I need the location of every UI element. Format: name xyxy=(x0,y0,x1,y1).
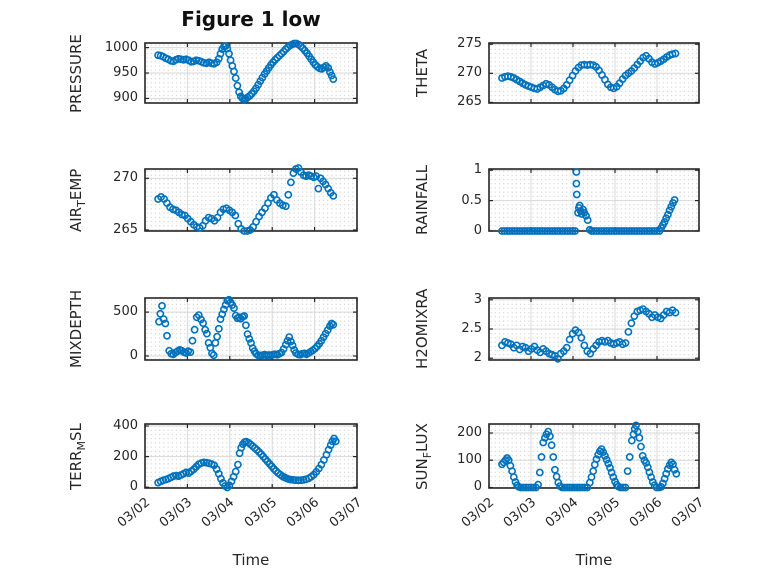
xtick-right-03/02: 03/02 xyxy=(458,495,497,531)
ytick-rainfall-1: 1 xyxy=(473,162,482,178)
ytick-terrmsl-400: 400 xyxy=(113,417,138,433)
ytick-sunflux-200: 200 xyxy=(457,424,482,440)
ytick-h2omixra-2.5: 2.5 xyxy=(461,321,482,336)
ytick-pressure-950: 950 xyxy=(113,65,138,80)
x-axis-label-right: Time xyxy=(575,551,613,569)
xtick-right-03/07: 03/07 xyxy=(668,495,707,531)
subplot-mixdepth-plot xyxy=(144,295,358,361)
ytick-rainfall-0: 0 xyxy=(473,223,482,238)
ytick-rainfall-0.5: 0.5 xyxy=(461,192,482,208)
ytick-mixdepth-0: 0 xyxy=(129,348,138,364)
ylabel-pressure: PRESSURE xyxy=(67,33,85,113)
xtick-left-03/06: 03/06 xyxy=(283,495,323,531)
xtick-right-03/04: 03/04 xyxy=(542,495,581,531)
ytick-pressure-900: 900 xyxy=(113,90,138,106)
x-axis-label-left: Time xyxy=(232,551,270,569)
ytick-pressure-1000: 1000 xyxy=(104,39,138,55)
ylabel-h2omixra: H2OMIXRA xyxy=(413,288,431,369)
xtick-left-03/04: 03/04 xyxy=(199,495,238,531)
xtick-right-03/05: 03/05 xyxy=(584,495,623,531)
subplot-theta-plot xyxy=(488,42,700,104)
xtick-left-03/02: 03/02 xyxy=(114,495,153,531)
ytick-terrmsl-0: 0 xyxy=(129,479,138,495)
xtick-right-03/06: 03/06 xyxy=(626,495,665,531)
ytick-h2omixra-3: 3 xyxy=(473,291,482,307)
ytick-airtemp-265: 265 xyxy=(113,221,138,237)
xtick-left-03/03: 03/03 xyxy=(156,495,196,531)
ylabel-terrmsl: TERRMSL xyxy=(67,422,88,490)
subplot-rainfall-plot xyxy=(488,168,700,235)
ytick-theta-275: 275 xyxy=(457,36,482,52)
ytick-theta-270: 270 xyxy=(457,65,482,81)
ytick-h2omixra-2: 2 xyxy=(473,350,482,366)
ytick-sunflux-100: 100 xyxy=(457,452,482,468)
xtick-right-03/03: 03/03 xyxy=(500,495,539,531)
subplot-pressure-plot xyxy=(144,39,358,104)
subplot-terrmsl-plot xyxy=(144,423,358,492)
xtick-left-03/07: 03/07 xyxy=(326,495,365,531)
ytick-sunflux-0: 0 xyxy=(473,479,482,495)
ylabel-mixdepth: MIXDEPTH xyxy=(67,289,85,368)
ylabel-theta: THETA xyxy=(413,48,431,97)
ylabel-sunflux: SUNFLUX xyxy=(413,422,434,490)
ytick-airtemp-270: 270 xyxy=(113,170,138,186)
xtick-left-03/05: 03/05 xyxy=(241,495,280,531)
subplot-h2omixra-plot xyxy=(488,297,700,363)
figure-title: Figure 1 low xyxy=(181,7,321,31)
ytick-theta-265: 265 xyxy=(457,94,482,110)
ylabel-airtemp: AIRTEMP xyxy=(67,168,88,232)
subplot-airtemp-plot xyxy=(144,164,358,235)
ytick-terrmsl-200: 200 xyxy=(113,448,138,464)
subplot-sunflux-plot xyxy=(488,421,700,492)
ytick-mixdepth-500: 500 xyxy=(113,304,138,320)
ylabel-rainfall: RAINFALL xyxy=(413,165,431,235)
